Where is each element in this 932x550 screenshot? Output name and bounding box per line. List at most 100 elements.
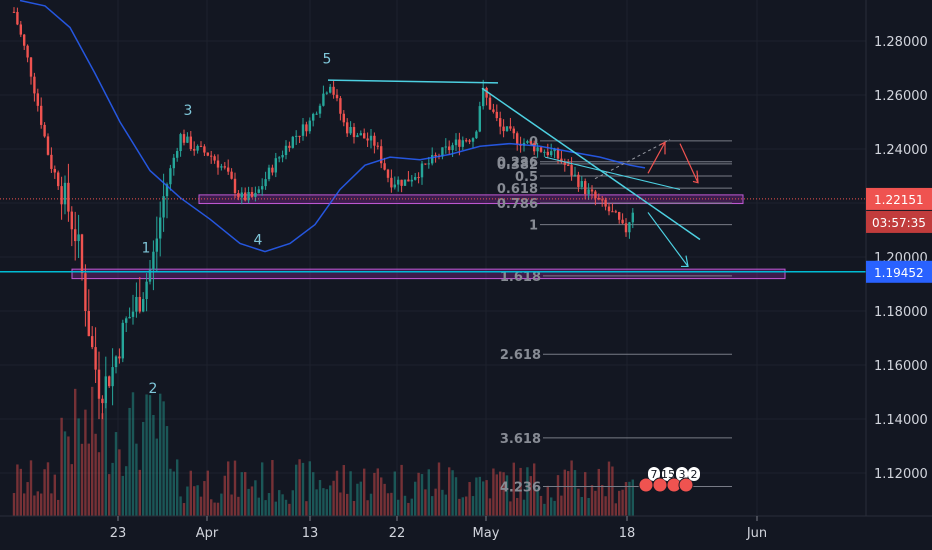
candle-body xyxy=(461,140,464,147)
volume-bar xyxy=(182,503,186,516)
volume-bar xyxy=(278,490,281,516)
candle-body xyxy=(495,111,498,119)
candle-body xyxy=(441,147,444,157)
x-tick-label: Apr xyxy=(196,526,219,541)
candle-body xyxy=(131,311,135,317)
candle-body xyxy=(454,139,458,146)
wave-label: 2 xyxy=(149,381,158,397)
volume-bar xyxy=(601,485,604,516)
candle-body xyxy=(352,127,356,138)
volume-bar xyxy=(274,501,277,516)
candle-body xyxy=(169,168,172,185)
price-axis[interactable]: 1.280001.260001.240001.220001.200001.180… xyxy=(874,35,928,482)
event-count: 3 xyxy=(679,468,686,481)
candle-body xyxy=(230,171,233,179)
volume-bar xyxy=(23,493,26,516)
candle-body xyxy=(444,146,447,148)
y-tick-label: 1.24000 xyxy=(874,143,928,158)
candle-body xyxy=(614,211,617,213)
candle-body xyxy=(434,155,437,157)
candle-body xyxy=(335,94,339,99)
moving-average-line xyxy=(19,0,646,253)
candle-body xyxy=(631,212,634,223)
candle-body xyxy=(50,154,53,169)
candle-body xyxy=(556,148,560,159)
volume-bar xyxy=(74,388,77,516)
x-tick-label: 13 xyxy=(302,526,319,541)
volume-bar xyxy=(397,499,400,516)
volume-bar xyxy=(611,466,614,516)
arrow-up-path xyxy=(647,141,666,174)
event-badges[interactable]: 7 15 3 2 xyxy=(638,467,700,493)
volume-bar xyxy=(434,488,437,516)
volume-bar xyxy=(475,477,478,516)
candle-body xyxy=(233,178,237,194)
time-axis[interactable]: 23 Apr 13 22 May 18 Jun xyxy=(110,516,767,541)
volume-bar xyxy=(607,461,611,516)
candle-body xyxy=(97,369,101,399)
projection-dashed-line xyxy=(594,139,671,180)
candle-body xyxy=(539,147,543,152)
volume-bar xyxy=(356,483,359,516)
volume-bar xyxy=(482,481,485,516)
candle-body xyxy=(199,145,203,147)
candle-body xyxy=(499,118,502,127)
volume-bar xyxy=(63,431,67,516)
volume-bar xyxy=(125,466,128,516)
volume-bar xyxy=(223,475,226,516)
volume-bar xyxy=(60,417,63,516)
wave-labels: 1 2 3 4 5 xyxy=(142,52,332,397)
candle-body xyxy=(502,126,505,132)
volume-bar xyxy=(155,438,158,516)
candle-body xyxy=(267,167,271,180)
volume-bar xyxy=(342,465,345,516)
volume-bar xyxy=(148,395,152,516)
fib-label: 2.618 xyxy=(500,348,541,363)
candle-body xyxy=(155,238,158,252)
volume-bar xyxy=(417,472,420,516)
candle-body xyxy=(189,136,192,150)
volume-bar xyxy=(499,471,502,516)
volume-bar xyxy=(135,443,138,516)
candle-body xyxy=(19,24,22,35)
candle-body xyxy=(403,179,407,186)
candle-body xyxy=(427,163,430,165)
countdown-value: 03:57:35 xyxy=(872,216,926,230)
candle-body xyxy=(80,234,84,274)
candle-body xyxy=(533,143,536,152)
volume-bar xyxy=(424,489,427,516)
x-tick-label: May xyxy=(473,526,500,541)
candle-body xyxy=(400,179,403,186)
volume-bar xyxy=(502,472,505,516)
candle-body xyxy=(301,124,305,136)
event-flag-icon xyxy=(678,477,694,493)
volume-bar xyxy=(97,452,101,516)
candle-body xyxy=(240,192,243,198)
candle-body xyxy=(417,177,420,179)
candle-body xyxy=(94,347,97,370)
volume-bar xyxy=(77,418,80,516)
volume-bar xyxy=(471,496,475,516)
volume-bar xyxy=(420,474,424,516)
candle-body xyxy=(431,155,434,164)
candle-body xyxy=(594,191,597,199)
volume-bar xyxy=(80,443,84,516)
volume-bar xyxy=(631,479,634,516)
candle-body xyxy=(526,141,529,143)
candle-body xyxy=(604,199,607,207)
candle-body xyxy=(318,105,322,114)
volume-bar xyxy=(431,496,434,516)
candle-body xyxy=(390,177,393,188)
candle-body xyxy=(281,155,284,158)
wave-label: 4 xyxy=(254,232,263,248)
volume-bar xyxy=(604,496,607,516)
candle-body xyxy=(165,184,169,197)
volume-bar xyxy=(138,469,141,516)
event-badge xyxy=(676,467,688,481)
channel-line xyxy=(544,156,681,190)
volume-bar xyxy=(57,499,60,516)
candle-body xyxy=(359,133,362,136)
volume-bar xyxy=(448,467,451,516)
